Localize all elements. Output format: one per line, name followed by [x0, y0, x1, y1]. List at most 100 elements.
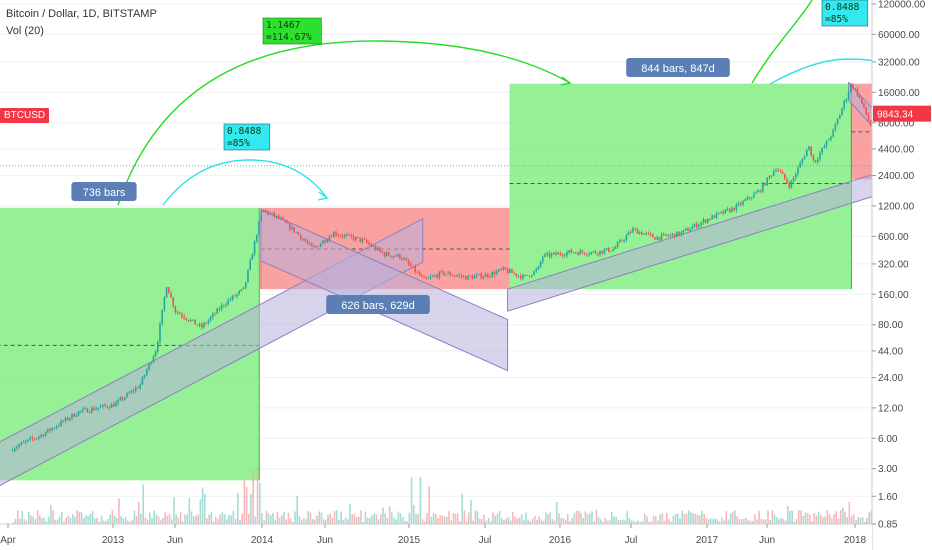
candle-body	[627, 231, 630, 236]
volume-bar	[208, 514, 210, 524]
candle-body	[724, 209, 727, 214]
candle-body	[115, 402, 117, 407]
volume-bar	[674, 513, 677, 524]
candle-body	[645, 232, 647, 234]
volume-bar	[745, 517, 747, 524]
candle-body	[676, 231, 678, 238]
volume-bar	[366, 517, 369, 524]
candle-body	[528, 275, 531, 277]
candle-body	[519, 275, 522, 279]
candle-body	[31, 437, 34, 439]
volume-bar	[307, 511, 309, 524]
candle-body	[229, 299, 232, 301]
candle-body	[658, 237, 661, 240]
volume-bar	[762, 519, 765, 524]
candle-body	[46, 428, 49, 433]
candle-body	[601, 250, 603, 254]
volume-bar	[239, 520, 241, 524]
volume-bar	[734, 510, 736, 524]
candle-body	[106, 406, 108, 408]
volume-bar	[228, 514, 230, 524]
volume-bar	[610, 511, 613, 524]
candle-body	[112, 403, 115, 407]
candle-body	[357, 237, 359, 238]
candle-body	[62, 420, 64, 422]
volume-bar	[635, 521, 637, 524]
candle-body	[427, 277, 430, 279]
volume-bar	[287, 512, 290, 524]
candle-body	[167, 287, 170, 294]
volume-bar	[360, 510, 362, 524]
projection-percent-box: 0.8488=85%	[223, 123, 271, 151]
volume-bar	[503, 519, 505, 524]
volume-bar	[628, 518, 631, 524]
volume-bar	[855, 520, 857, 524]
volume-bar	[551, 518, 554, 524]
volume-bar	[351, 514, 353, 524]
callout-box	[71, 182, 137, 201]
candle-body	[788, 182, 790, 188]
volume-bar	[322, 519, 325, 524]
volume-bar	[338, 519, 340, 524]
candle-body	[508, 269, 511, 273]
volume-bar	[102, 520, 105, 524]
candle-body	[139, 384, 141, 389]
candle-body	[715, 213, 718, 218]
volume-bar	[465, 521, 468, 524]
candle-body	[843, 101, 845, 109]
volume-bar	[265, 510, 268, 524]
candle-body	[717, 212, 720, 214]
candle-body	[38, 436, 40, 438]
volume-bar	[714, 518, 716, 524]
volume-bar	[333, 511, 336, 524]
volume-bar	[428, 486, 430, 524]
candle-body	[187, 319, 190, 322]
candle-body	[502, 267, 504, 270]
y-tick-label: 1200.00	[878, 201, 915, 212]
volume-bar	[478, 518, 481, 524]
volume-bar	[371, 515, 373, 524]
volume-bar	[217, 519, 219, 524]
volume-bar	[483, 514, 485, 524]
volume-bar	[298, 516, 301, 524]
volume-bar	[285, 519, 287, 524]
volume-bar	[606, 520, 609, 524]
candle-body	[68, 418, 71, 420]
volume-bar	[109, 514, 111, 524]
candle-body	[172, 297, 174, 307]
candle-body	[845, 98, 848, 102]
y-tick-label: 16000.00	[878, 88, 920, 99]
candle-body	[821, 147, 823, 154]
symbol-title[interactable]: Bitcoin / Dollar, 1D, BITSTAMP	[6, 8, 157, 20]
candle-body	[605, 247, 608, 250]
volume-indicator-label[interactable]: Vol (20)	[6, 25, 44, 37]
candle-body	[225, 304, 227, 306]
candle-body	[704, 219, 707, 223]
volume-bar	[56, 519, 59, 524]
volume-bar	[16, 510, 19, 524]
volume-bar	[45, 521, 48, 524]
volume-bar	[153, 510, 155, 524]
volume-bar	[498, 510, 501, 524]
candle-body	[590, 252, 592, 255]
volume-bar	[672, 516, 675, 524]
candle-body	[431, 276, 434, 277]
volume-bar	[540, 519, 543, 524]
volume-bar	[804, 512, 807, 524]
last-price-tag	[873, 105, 931, 122]
candle-body	[394, 256, 397, 257]
candle-body	[236, 293, 238, 297]
volume-bar	[859, 517, 862, 524]
volume-bar	[65, 517, 67, 524]
x-tick-label: Jul	[479, 535, 492, 546]
candle-body	[159, 323, 161, 343]
candle-body	[396, 254, 399, 257]
volume-bar	[274, 519, 276, 524]
candle-body	[812, 155, 815, 161]
volume-bar	[49, 504, 52, 524]
volume-bar	[639, 521, 642, 524]
candle-body	[137, 387, 139, 389]
volume-bar	[599, 519, 602, 524]
volume-bar	[179, 511, 182, 524]
